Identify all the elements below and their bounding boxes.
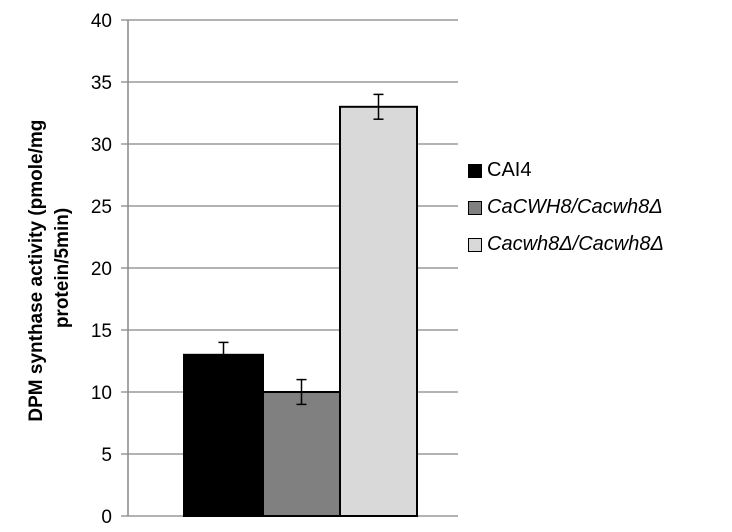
error-bar — [373, 93, 384, 120]
y-tick-label: 20 — [91, 259, 112, 280]
legend-label: Cacwh8Δ/Cacwh8Δ — [487, 233, 664, 255]
legend-item: CaCWH8/Cacwh8Δ — [468, 189, 664, 226]
legend-swatch-icon — [468, 237, 482, 252]
legend-label: CaCWH8/Cacwh8Δ — [487, 196, 663, 218]
y-tick-label: 0 — [101, 507, 112, 528]
error-bar — [296, 378, 307, 406]
legend-swatch-icon — [468, 200, 482, 215]
y-tick-label: 30 — [91, 135, 112, 156]
legend-label: CAI4 — [487, 159, 532, 181]
bar — [183, 353, 264, 517]
gridlines — [121, 19, 458, 517]
y-tick-label: 35 — [91, 73, 112, 94]
legend-item: CAI4 — [468, 152, 664, 189]
bars — [183, 93, 418, 518]
legend: CAI4 CaCWH8/Cacwh8Δ Cacwh8Δ/Cacwh8Δ — [468, 152, 664, 263]
y-tick-label: 40 — [91, 11, 112, 32]
bar — [262, 391, 341, 517]
y-tick-label: 5 — [101, 445, 112, 466]
y-tick-label: 15 — [91, 321, 112, 342]
y-tick-label: 10 — [91, 383, 112, 404]
y-tick-label: 25 — [91, 197, 112, 218]
legend-item: Cacwh8Δ/Cacwh8Δ — [468, 226, 664, 263]
error-bar — [218, 341, 229, 368]
legend-swatch-icon — [468, 163, 482, 178]
bar — [339, 105, 418, 518]
y-axis-ticks: 0 5 10 15 20 25 30 35 40 — [91, 11, 112, 528]
y-axis-label: DPM synthase activity (pmole/mg protein/… — [26, 114, 73, 421]
